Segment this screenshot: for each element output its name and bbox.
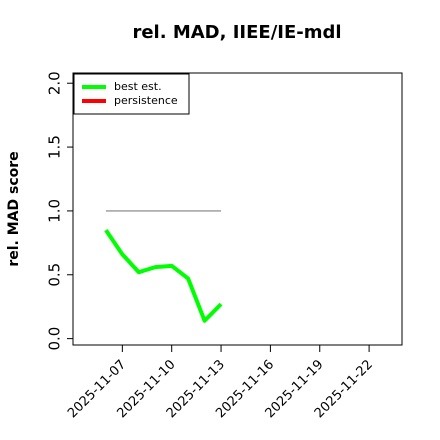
y-tick-label: 1.5 (46, 135, 64, 159)
legend-label: best est. (114, 80, 162, 93)
y-tick-label: 0.5 (46, 263, 64, 287)
y-tick-label: 2.0 (46, 71, 64, 95)
plot-frame (72, 72, 403, 346)
legend-box (73, 73, 190, 115)
y-axis-label: rel. MAD score (6, 151, 22, 266)
chart-title: rel. MAD, IIEE/IE-mdl (132, 22, 341, 43)
series-line (104, 228, 223, 323)
y-tick-label: 1.0 (46, 199, 64, 223)
y-tick-label: 0.0 (46, 327, 64, 351)
legend-label: persistence (114, 94, 178, 107)
